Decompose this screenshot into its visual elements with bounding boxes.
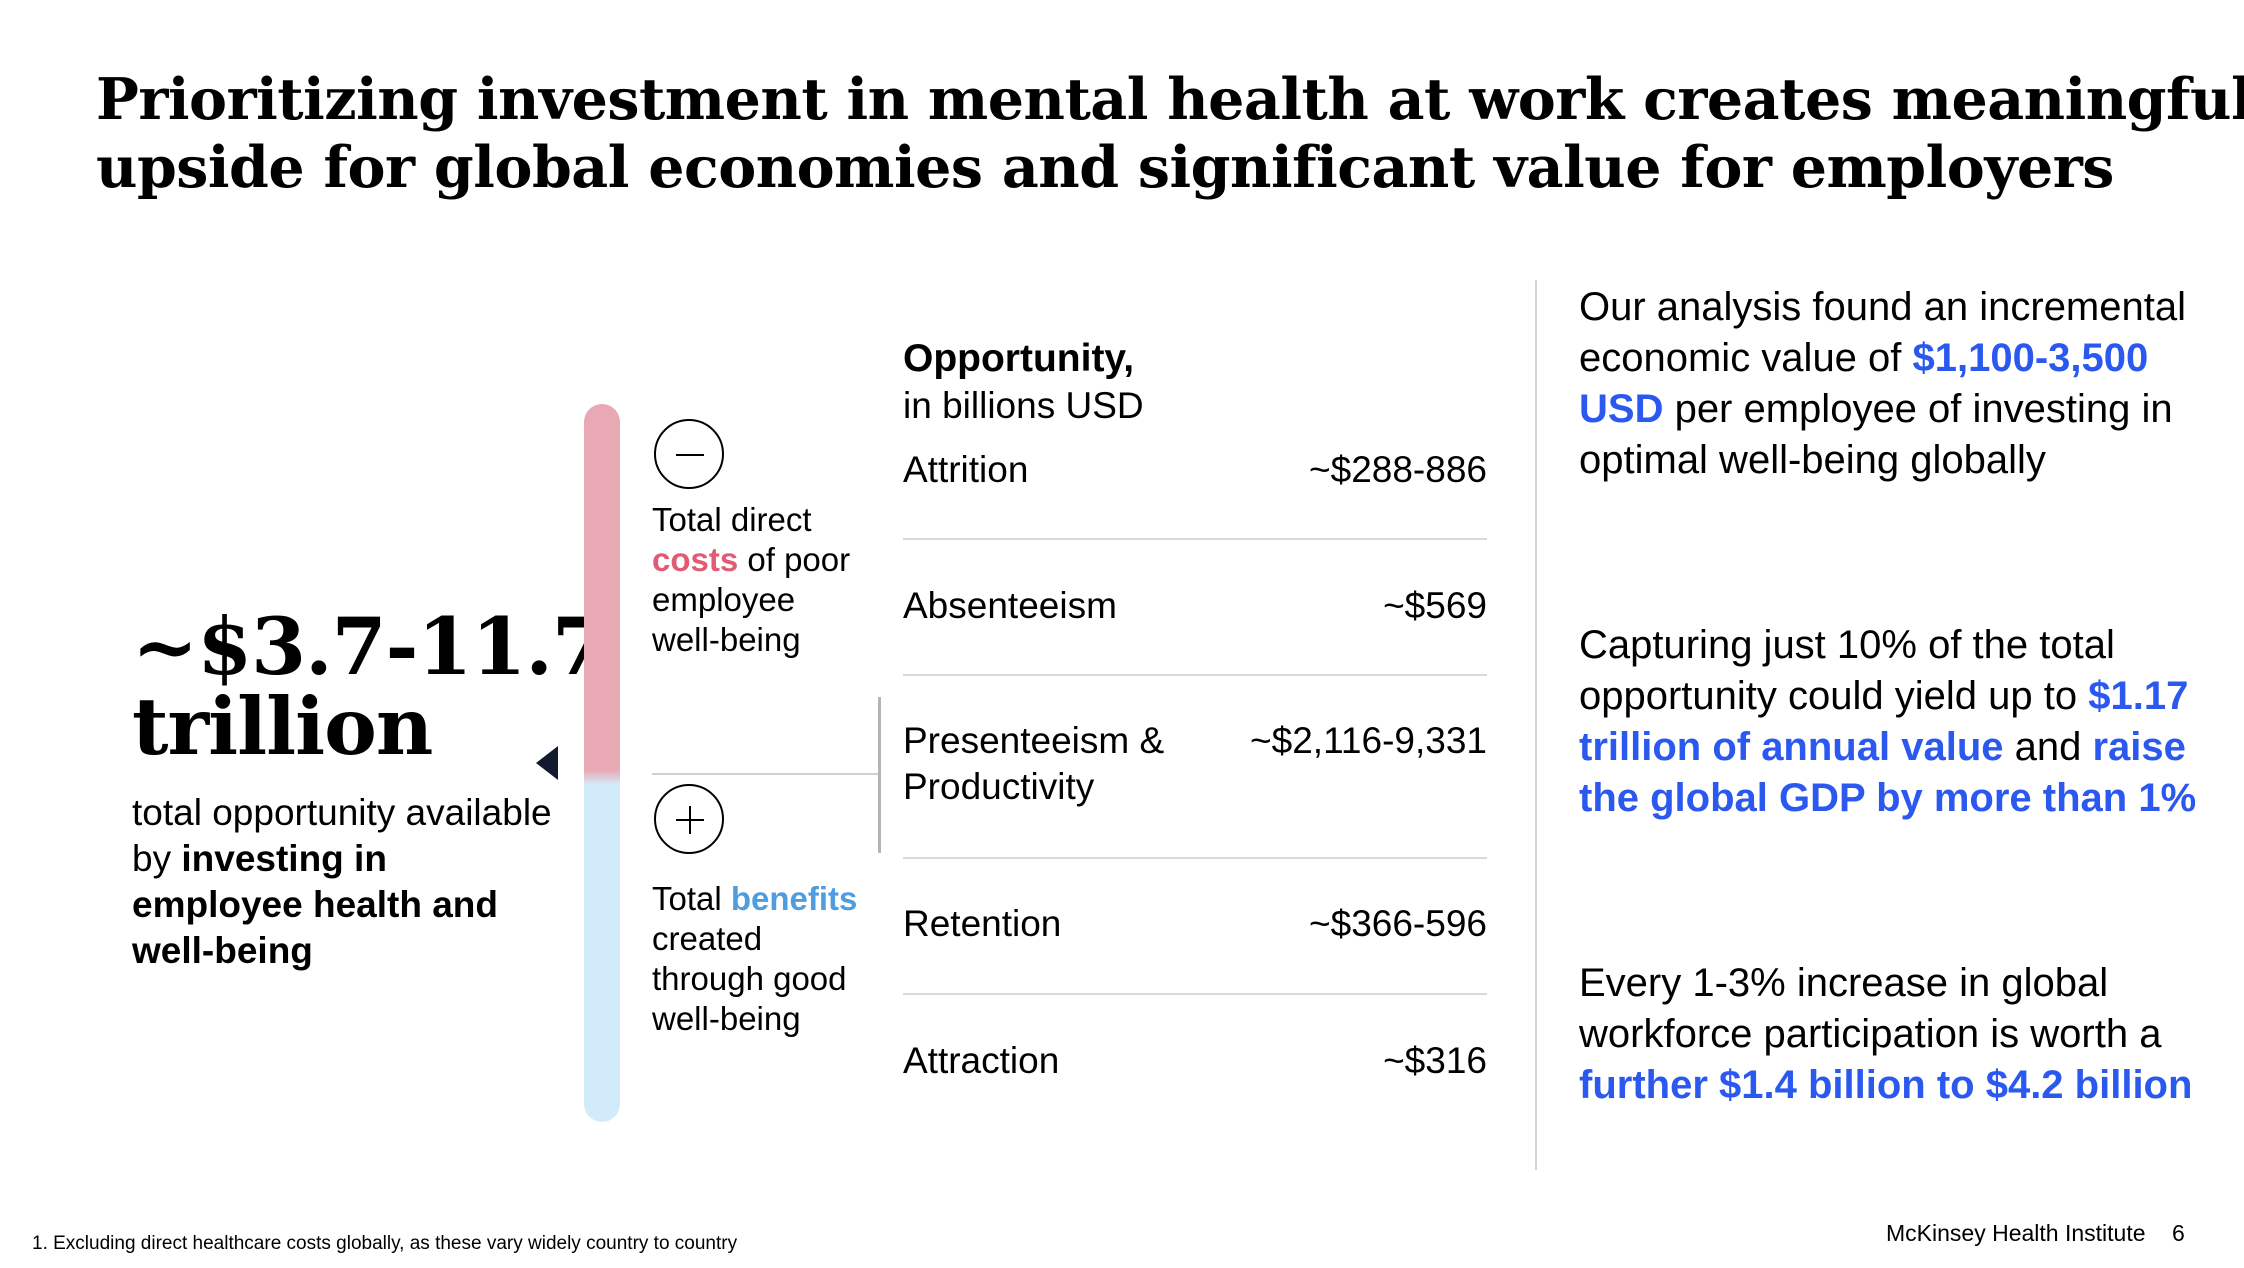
- row-separator: [903, 674, 1487, 676]
- insight-text: Our analysis found an incremental econom…: [1579, 285, 2186, 380]
- plus-circle-icon: [654, 784, 724, 854]
- costs-label-pre: Total direct: [652, 501, 812, 538]
- opportunity-row-attrition: Attrition ~$288-886: [903, 447, 1487, 493]
- total-desc-bold: investing in employee health and well-be…: [132, 838, 498, 971]
- opportunity-row-retention: Retention ~$366-596: [903, 901, 1487, 947]
- page-number: 6: [2172, 1220, 2185, 1246]
- costs-label-accent: costs: [652, 541, 739, 578]
- insight-highlight: $1,100-3,500 USD: [1579, 336, 2149, 431]
- title-line-2: upside for global economies and signific…: [96, 134, 2114, 201]
- opportunity-subheading: in billions USD: [903, 385, 1144, 426]
- insight-paragraph-1: Our analysis found an incremental econom…: [1579, 282, 2219, 486]
- costs-label-post: of poor employee well-being: [652, 541, 851, 658]
- row-separator: [903, 857, 1487, 859]
- row-label: Attraction: [903, 1040, 1060, 1081]
- benefits-label-post: created through good well-being: [652, 920, 847, 1037]
- benefits-label-pre: Total: [652, 880, 731, 917]
- insight-paragraph-3: Every 1-3% increase in global workforce …: [1579, 958, 2219, 1111]
- insight-text: per employee of investing in optimal wel…: [1579, 387, 2173, 482]
- footnote: 1. Excluding direct healthcare costs glo…: [32, 1233, 738, 1254]
- row-label: Absenteeism: [903, 585, 1117, 626]
- amount-line-2: trillion: [132, 680, 433, 773]
- costs-benefits-scale-bar: [584, 404, 620, 1122]
- benefits-label: Total benefits created through good well…: [652, 879, 872, 1039]
- row-value: ~$2,116-9,331: [1250, 720, 1487, 761]
- total-opportunity-description: total opportunity available by investing…: [132, 790, 552, 974]
- minus-circle-icon: [654, 419, 724, 489]
- row-label: Presenteeism & Productivity: [903, 720, 1165, 807]
- costs-label: Total direct costs of poor employee well…: [652, 500, 872, 660]
- row-value: ~$366-596: [1309, 903, 1487, 944]
- benefits-label-accent: benefits: [730, 880, 858, 917]
- insight-text: Capturing just 10% of the total opportun…: [1579, 623, 2115, 718]
- brand-name: McKinsey Health Institute: [1886, 1220, 2146, 1246]
- insight-highlight: further $1.4 billion to $4.2 billion: [1579, 1063, 2193, 1107]
- row-separator: [903, 993, 1487, 995]
- pointer-triangle-icon: [536, 746, 558, 780]
- insight-highlight: $1.17 trillion of annual value: [1579, 674, 2189, 769]
- bracket-line: [878, 697, 881, 853]
- row-separator: [903, 538, 1487, 540]
- row-value: ~$288-886: [1309, 449, 1487, 490]
- opportunity-row-presenteeism: Presenteeism & Productivity ~$2,116-9,33…: [903, 718, 1487, 810]
- insights-divider: [1535, 280, 1537, 1170]
- total-opportunity-amount: ~$3.7-11.7 trillion: [132, 600, 607, 773]
- costs-benefits-divider: [652, 773, 878, 775]
- slide-title: Prioritizing investment in mental health…: [96, 66, 2244, 202]
- row-label: Retention: [903, 903, 1062, 944]
- opportunity-row-attraction: Attraction ~$316: [903, 1038, 1487, 1084]
- opportunity-heading: Opportunity,: [903, 337, 1135, 380]
- insight-text: and: [2003, 725, 2093, 769]
- row-value: ~$569: [1383, 585, 1487, 626]
- row-label: Attrition: [903, 449, 1029, 490]
- opportunity-row-absenteeism: Absenteeism ~$569: [903, 583, 1487, 629]
- insight-text: Every 1-3% increase in global workforce …: [1579, 961, 2162, 1056]
- amount-line-1: ~$3.7-11.7: [132, 600, 607, 693]
- insight-highlight: raise the global GDP by more than 1%: [1579, 725, 2197, 820]
- total-desc-plain: total opportunity available by: [132, 792, 552, 879]
- insight-paragraph-2: Capturing just 10% of the total opportun…: [1579, 620, 2219, 824]
- row-value: ~$316: [1383, 1040, 1487, 1081]
- title-line-1: Prioritizing investment in mental health…: [96, 66, 2244, 133]
